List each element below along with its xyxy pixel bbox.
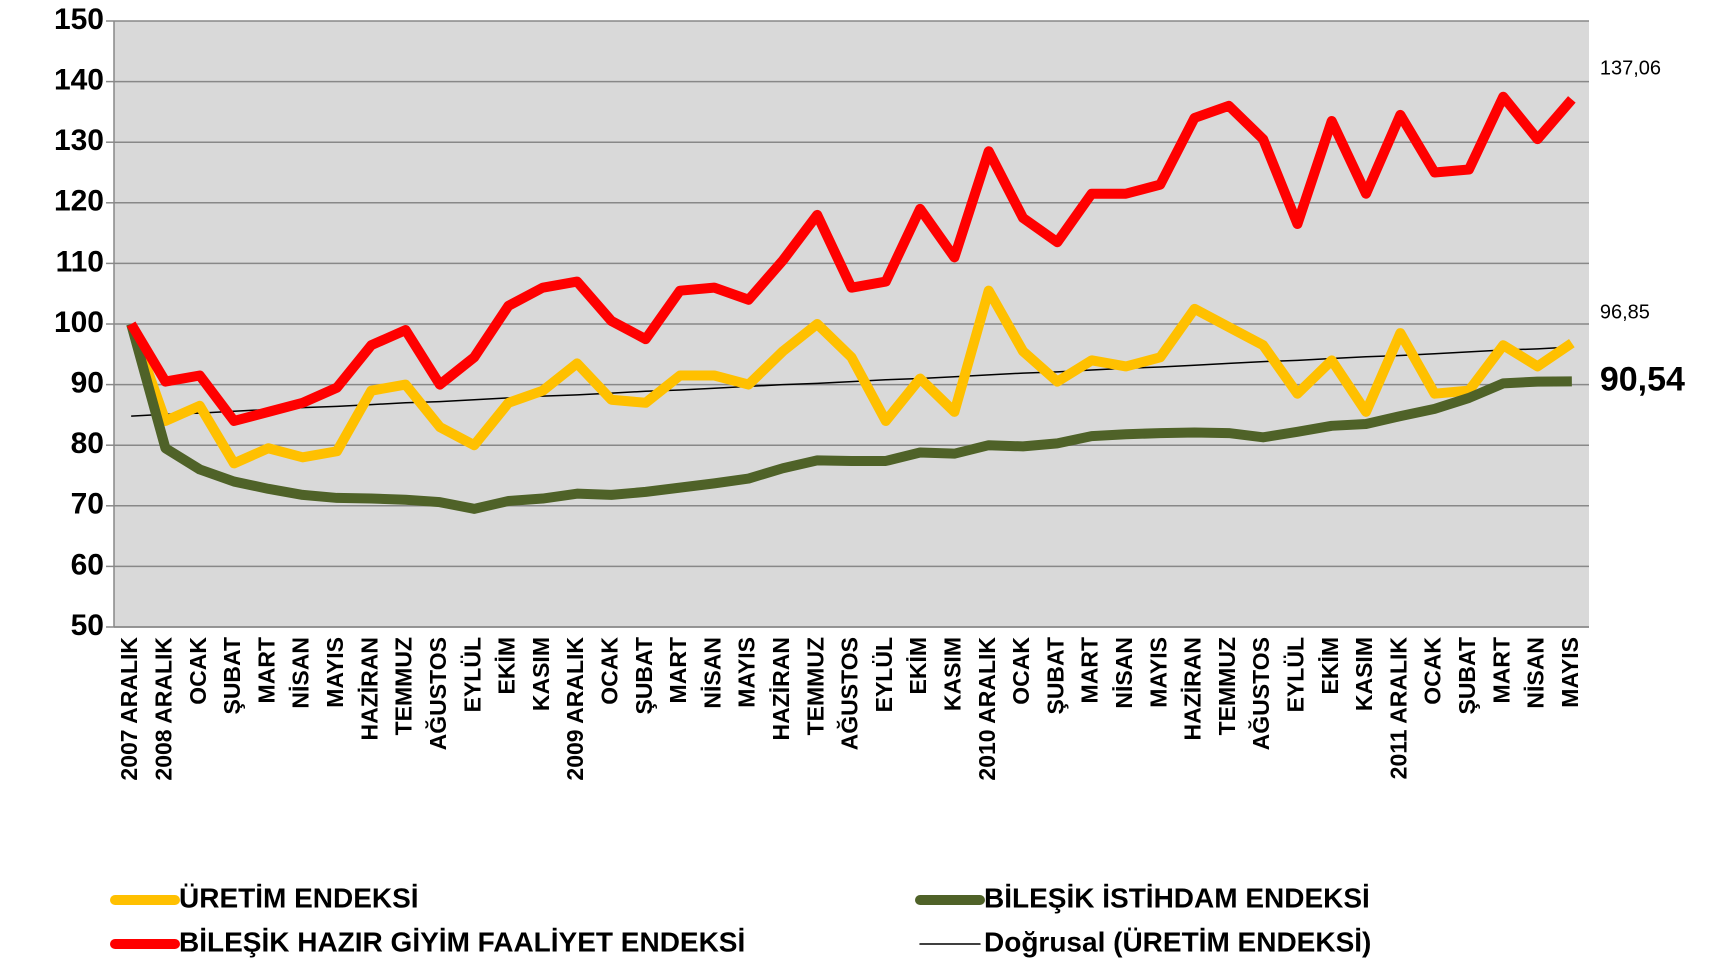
value-label: 90,54 — [1600, 360, 1685, 398]
x-tick-label: EKİM — [1317, 637, 1343, 695]
x-tick-label: HAZİRAN — [356, 637, 382, 741]
x-tick-label: OCAK — [185, 637, 211, 705]
x-tick-label: MART — [1488, 637, 1514, 703]
x-tick-label: KASIM — [528, 637, 554, 711]
x-tick-label: TEMMUZ — [391, 637, 417, 735]
x-tick-label: MAYIS — [1145, 637, 1171, 708]
y-tick-label: 60 — [71, 548, 104, 581]
x-tick-label: NİSAN — [699, 637, 725, 709]
x-tick-label: MART — [1077, 637, 1103, 703]
x-tick-label: AĞUSTOS — [424, 637, 451, 750]
y-tick-label: 120 — [54, 185, 104, 218]
x-tick-label: MAYIS — [734, 637, 760, 708]
x-tick-label: EYLÜL — [871, 637, 897, 712]
x-tick-label: ŞUBAT — [1042, 637, 1068, 715]
series-line — [126, 322, 1572, 514]
y-tick-label: 150 — [54, 3, 104, 36]
x-tick-label: EYLÜL — [1283, 637, 1309, 712]
x-tick-label: EKİM — [905, 637, 931, 695]
y-tick-label: 70 — [71, 488, 104, 521]
x-tick-label: MAYIS — [322, 637, 348, 708]
x-tick-label: 2011 ARALIK — [1385, 637, 1411, 780]
x-tick-label: 2008 ARALIK — [151, 637, 177, 781]
legend-label: BİLEŞİK HAZIR GİYİM FAALİYET ENDEKSİ — [179, 926, 745, 957]
x-tick-label: EKİM — [494, 637, 520, 695]
legend-label: BİLEŞİK İSTİHDAM ENDEKSİ — [984, 882, 1370, 913]
y-tick-label: 140 — [54, 64, 104, 97]
x-tick-label: KASIM — [939, 637, 965, 711]
y-tick-label: 130 — [54, 124, 104, 157]
x-tick-label: MAYIS — [1557, 637, 1583, 708]
x-tick-label: OCAK — [1420, 637, 1446, 705]
y-tick-label: 90 — [71, 367, 104, 400]
x-tick-label: NİSAN — [1523, 637, 1549, 709]
x-tick-label: HAZİRAN — [768, 637, 794, 741]
x-tick-label: KASIM — [1351, 637, 1377, 711]
x-tick-label: AĞUSTOS — [836, 637, 863, 750]
x-tick-label: OCAK — [1008, 637, 1034, 705]
x-tick-label: NİSAN — [288, 637, 314, 709]
value-label: 137,06 — [1600, 58, 1661, 80]
x-tick-label: HAZİRAN — [1180, 637, 1206, 741]
x-tick-label: 2009 ARALIK — [562, 637, 588, 781]
y-tick-label: 50 — [71, 609, 104, 642]
x-tick-label: EYLÜL — [459, 637, 485, 712]
x-tick-label: ŞUBAT — [631, 637, 657, 715]
value-label: 96,85 — [1600, 301, 1650, 323]
x-tick-label: 2010 ARALIK — [974, 637, 1000, 781]
x-tick-label: MART — [253, 637, 279, 703]
series-line — [126, 285, 1575, 469]
x-tick-label: AĞUSTOS — [1247, 637, 1274, 750]
x-tick-label: TEMMUZ — [1214, 637, 1240, 735]
x-tick-label: 2007 ARALIK — [116, 637, 142, 781]
legend-label: ÜRETİM ENDEKSİ — [179, 882, 419, 913]
x-tick-label: OCAK — [596, 637, 622, 705]
y-tick-label: 100 — [54, 306, 104, 339]
x-tick-label: MART — [665, 637, 691, 703]
x-tick-label: NİSAN — [1111, 637, 1137, 709]
legend-label: Doğrusal (ÜRETİM ENDEKSİ) — [984, 926, 1371, 957]
x-tick-label: ŞUBAT — [219, 637, 245, 715]
y-tick-label: 110 — [56, 245, 104, 278]
y-tick-label: 80 — [71, 427, 104, 460]
series-line — [126, 91, 1576, 426]
x-tick-label: TEMMUZ — [802, 637, 828, 735]
x-tick-label: ŞUBAT — [1454, 637, 1480, 715]
